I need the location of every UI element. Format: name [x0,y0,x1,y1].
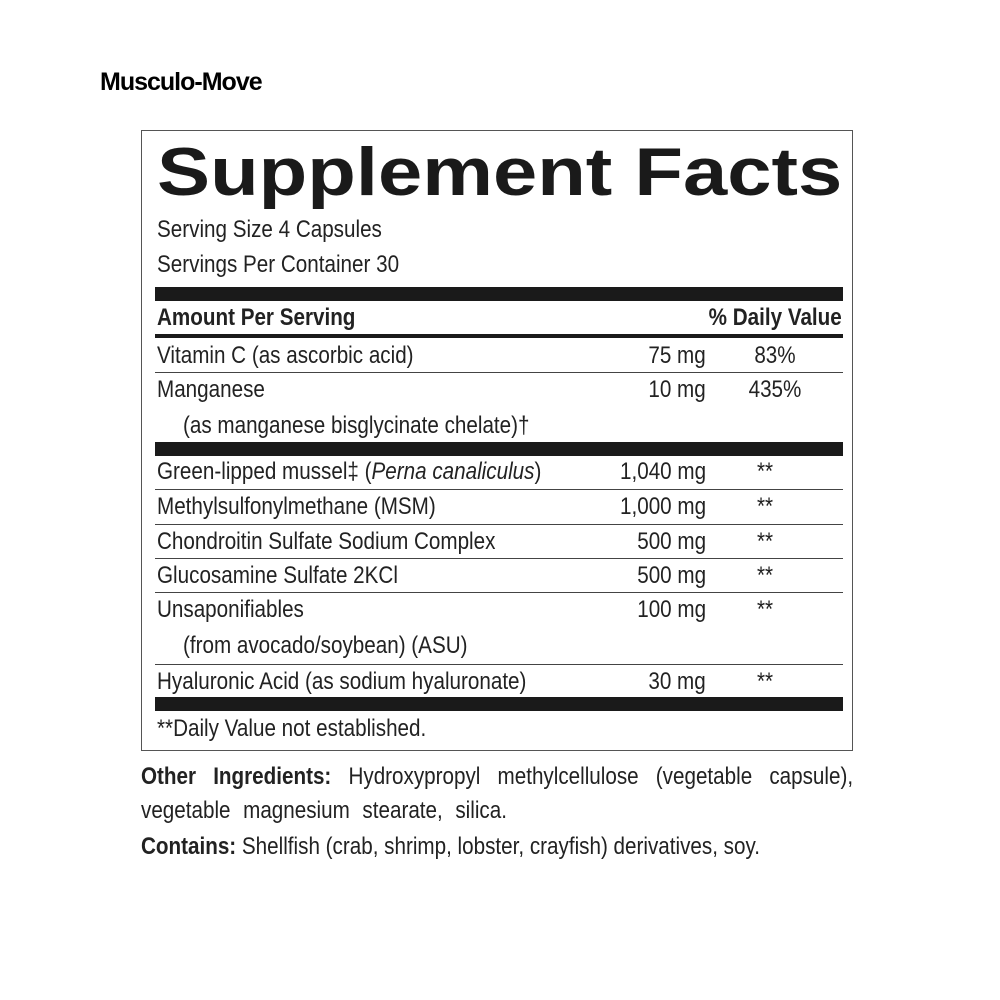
ingredient-name: Methylsulfonylmethane (MSM) [157,493,436,520]
ingredient-dv: ** [756,458,774,485]
header-amount: Amount Per Serving [157,304,356,331]
thick-divider [155,287,843,301]
panel-title: Supplement Facts [157,134,843,210]
ingredient-amount: 1,040 mg [619,458,706,485]
row-divider [155,592,843,593]
ingredient-dv: ** [756,668,774,695]
header-daily-value: % Daily Value [708,304,842,331]
ingredient-amount: 100 mg [637,596,706,623]
ingredient-amount: 1,000 mg [619,493,706,520]
nutrient-amount: 10 mg [648,376,706,403]
ingredient-name: Glucosamine Sulfate 2KCl [157,562,398,589]
row-divider [155,372,843,373]
ingredient-name: Green-lipped mussel‡ (Perna canaliculus) [157,458,542,485]
nutrient-dv: 435% [748,376,802,403]
ingredient-dv: ** [756,528,774,555]
footnote: **Daily Value not established. [157,715,427,742]
supplement-facts-panel [141,130,853,751]
ingredient-amount: 500 mg [637,528,706,555]
ingredient-name: Unsaponifiables [157,596,304,623]
ingredient-amount: 30 mg [648,668,706,695]
ingredient-name: Chondroitin Sulfate Sodium Complex [157,528,496,555]
nutrient-source: (as manganese bisglycinate chelate)† [183,412,530,439]
ingredient-source: (from avocado/soybean) (ASU) [183,632,468,659]
nutrient-name: Vitamin C (as ascorbic acid) [157,342,414,369]
ingredient-dv: ** [756,562,774,589]
nutrient-dv: 83% [754,342,796,369]
row-divider [155,524,843,525]
allergen-statement: Contains: Shellfish (crab, shrimp, lobst… [141,833,761,860]
thick-divider [155,697,843,711]
nutrient-amount: 75 mg [648,342,706,369]
other-ingredients: Other Ingredients: Hydroxypropyl methylc… [141,763,854,824]
serving-size: Serving Size 4 Capsules [157,216,382,243]
row-divider [155,664,843,665]
brand-name: Musculo-Move [100,68,263,96]
nutrient-name: Manganese [157,376,265,403]
ingredient-dv: ** [756,596,774,623]
medium-divider [155,334,843,338]
servings-per-container: Servings Per Container 30 [157,251,400,278]
ingredient-name: Hyaluronic Acid (as sodium hyaluronate) [157,668,527,695]
row-divider [155,558,843,559]
ingredient-amount: 500 mg [637,562,706,589]
row-divider [155,489,843,490]
ingredient-dv: ** [756,493,774,520]
thick-divider [155,442,843,456]
